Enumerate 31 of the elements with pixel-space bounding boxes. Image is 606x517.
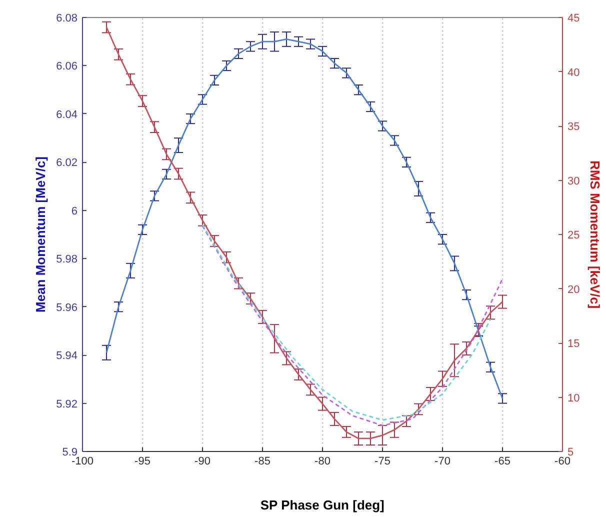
y-tick-label: 6.02 bbox=[56, 157, 78, 170]
x-tick-label: -85 bbox=[254, 456, 270, 468]
x-tick-label: -65 bbox=[494, 456, 510, 468]
y2-tick-label: 5 bbox=[568, 446, 574, 458]
x-tick-label: -70 bbox=[434, 456, 450, 468]
y-tick-label: 5.92 bbox=[56, 398, 78, 410]
y2-axis-title: RMS Momentum [keV/c] bbox=[588, 160, 603, 309]
y-tick-label: 5.94 bbox=[56, 350, 78, 362]
x-tick-label: -95 bbox=[134, 456, 150, 468]
y2-tick-label: 35 bbox=[568, 121, 580, 133]
y-tick-label: 6.04 bbox=[56, 108, 78, 121]
y2-tick-label: 40 bbox=[568, 66, 580, 79]
y2-tick-label: 25 bbox=[568, 230, 580, 242]
y-axis-title: Mean Momentum [MeV/c] bbox=[33, 156, 48, 313]
y2-tick-label: 20 bbox=[568, 284, 580, 296]
y-tick-label: 5.96 bbox=[56, 302, 78, 314]
y2-tick-label: 45 bbox=[568, 12, 580, 24]
y2-tick-label: 15 bbox=[568, 338, 580, 350]
x-tick-label: -75 bbox=[374, 456, 390, 468]
x-tick-label: -90 bbox=[194, 456, 210, 468]
y2-tick-label: 30 bbox=[568, 175, 580, 188]
y-tick-label: 6 bbox=[71, 205, 78, 218]
x-tick-label: -60 bbox=[554, 456, 570, 468]
y-tick-label: 5.9 bbox=[62, 446, 78, 458]
x-tick-label: -80 bbox=[314, 456, 330, 468]
y-tick-label: 6.06 bbox=[56, 60, 78, 73]
x-axis-title: SP Phase Gun [deg] bbox=[260, 498, 384, 512]
x-tick-label: -100 bbox=[71, 456, 94, 468]
y-tick-label: 5.98 bbox=[56, 254, 78, 266]
y2-tick-label: 10 bbox=[568, 392, 580, 404]
y-tick-label: 6.08 bbox=[56, 12, 78, 24]
